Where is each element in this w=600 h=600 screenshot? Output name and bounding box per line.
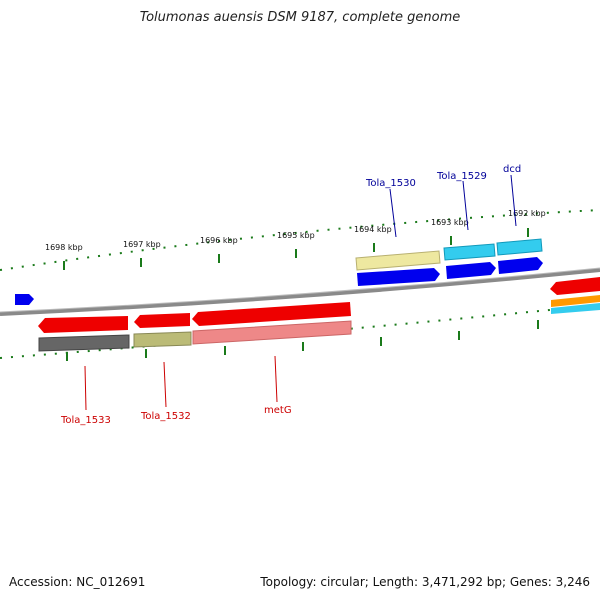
leader-tola-1532: [163, 361, 167, 408]
tick-label-1697: 1697 kbp: [123, 240, 161, 249]
label-tola-1529: Tola_1529: [436, 171, 487, 182]
label-tola-1532: Tola_1532: [140, 411, 191, 422]
label-tola-1533: Tola_1533: [60, 415, 111, 426]
genome-backbone: [0, 268, 600, 316]
major-ticks-inner: [66, 320, 539, 361]
feature-tola-1530: [355, 250, 441, 271]
topology-text: Topology: circular; Length: 3,471,292 bp…: [260, 575, 590, 589]
leader-tola-1533: [84, 365, 87, 411]
major-ticks-outer: [63, 228, 529, 270]
feature-right-edge-orange: [551, 295, 600, 307]
tick-label-1692: 1692 kbp: [508, 209, 546, 218]
tick-label-1694: 1694 kbp: [354, 225, 392, 234]
feature-dcd: [496, 238, 543, 256]
inner-tick-ring: [0, 304, 600, 359]
gene-tola-1532: [134, 313, 190, 328]
label-metg: metG: [264, 405, 292, 416]
feature-tola-1533: [38, 334, 130, 352]
feature-right-edge-cyan: [551, 303, 600, 314]
leader-tola-1530: [389, 188, 397, 238]
tick-label-1696: 1696 kbp: [200, 236, 238, 245]
label-tola-1530: Tola_1530: [365, 178, 416, 189]
leader-metg: [274, 355, 278, 403]
tick-label-1698: 1698 kbp: [45, 243, 83, 252]
gene-metg: [192, 302, 351, 326]
tick-label-1695: 1695 kbp: [277, 231, 315, 240]
feature-tola-1529: [443, 243, 496, 261]
gene-tola-1529: [446, 262, 496, 279]
forward-gene-left-edge: [15, 294, 34, 305]
map-title: Tolumonas auensis DSM 9187, complete gen…: [139, 10, 461, 25]
accession-text: Accession: NC_012691: [9, 575, 146, 589]
leader-dcd: [510, 174, 517, 227]
label-dcd: dcd: [503, 164, 521, 175]
leader-tola-1529: [462, 180, 469, 231]
gene-right-edge-red: [550, 277, 600, 295]
feature-metg: [192, 320, 352, 345]
gene-tola-1530: [357, 268, 440, 286]
gene-dcd: [498, 257, 543, 274]
feature-tola-1532: [133, 331, 192, 348]
tick-label-1693: 1693 kbp: [431, 218, 469, 227]
gene-tola-1533: [38, 316, 128, 333]
